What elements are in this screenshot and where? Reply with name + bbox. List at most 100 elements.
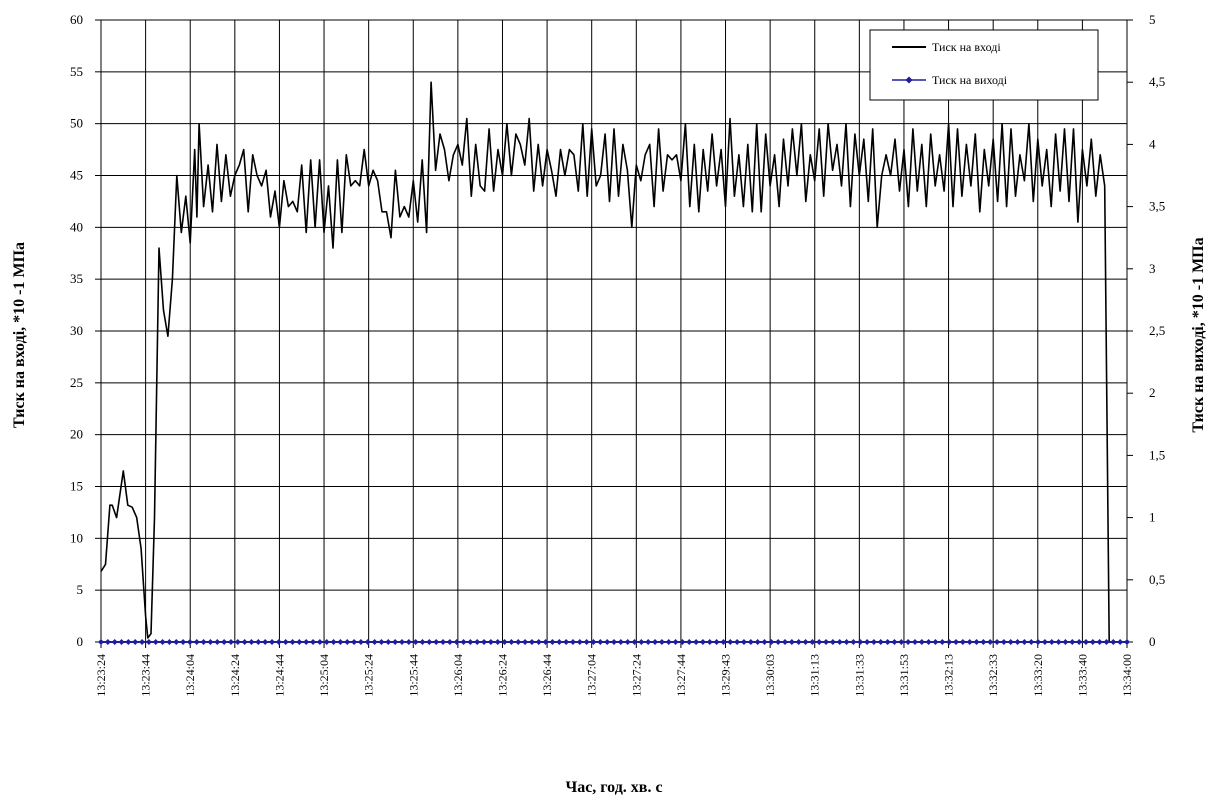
x-tick-label: 13:26:44 <box>540 654 554 697</box>
x-tick-label: 13:24:44 <box>272 654 286 697</box>
series-output-pressure-marker <box>234 639 241 645</box>
series-output-pressure-marker <box>1069 639 1076 645</box>
series-output-pressure-marker <box>672 639 679 645</box>
series-output-pressure-marker <box>604 639 611 645</box>
series-output-pressure-marker <box>638 639 645 645</box>
y-right-tick-label: 1,5 <box>1149 447 1165 462</box>
series-output-pressure-marker <box>132 639 139 645</box>
series-output-pressure-marker <box>925 639 932 645</box>
x-tick-label: 13:23:44 <box>139 654 153 697</box>
series-output-pressure-marker <box>535 639 542 645</box>
series-output-pressure-marker <box>508 639 515 645</box>
series-output-pressure-marker <box>1076 639 1083 645</box>
y-left-axis-title: Тиск на вході, *10 -1 МПа <box>11 242 28 428</box>
series-output-pressure-marker <box>1048 639 1055 645</box>
series-output-pressure-marker <box>364 639 371 645</box>
legend-box <box>869 29 1099 101</box>
series-output-pressure-marker <box>481 639 488 645</box>
x-tick-label: 13:27:44 <box>674 654 688 697</box>
series-output-pressure-marker <box>829 639 836 645</box>
y-right-tick-labels: 0 0,5 1 1,5 2 2,5 3 3,5 4 4,5 5 <box>1149 12 1165 649</box>
series-output-pressure-marker <box>269 639 275 645</box>
y-right-tick-label: 2,5 <box>1149 323 1165 338</box>
series-output-pressure-marker <box>782 639 788 645</box>
series-output-pressure-marker <box>193 639 200 645</box>
series-output-pressure-marker <box>843 639 850 645</box>
series-output-pressure-marker <box>1041 639 1048 645</box>
series-output-pressure-marker <box>166 639 173 645</box>
y-right-tick-label: 5 <box>1149 12 1156 27</box>
series-output-pressure-marker <box>98 639 104 645</box>
series-output-pressure-marker <box>556 639 563 645</box>
x-tick-label: 13:32:33 <box>986 654 1000 697</box>
series-output-pressure-marker <box>446 639 453 645</box>
y-left-tick-label: 25 <box>70 375 83 390</box>
series-output-pressure-marker <box>515 639 522 645</box>
legend-label-output: Тиск на виході <box>932 73 1008 87</box>
series-output-pressure-marker <box>665 639 672 645</box>
series-output-pressure-marker <box>371 639 378 645</box>
x-tick-label: 13:33:20 <box>1031 654 1045 697</box>
series-output-pressure-marker <box>809 639 816 645</box>
series-output-pressure-marker <box>987 639 994 645</box>
x-tick-label: 13:24:04 <box>183 654 197 697</box>
x-tick-label: 13:34:00 <box>1120 654 1134 697</box>
y-left-tick-label: 60 <box>70 12 83 27</box>
series-output-pressure-marker <box>576 639 583 645</box>
series-output-pressure-marker <box>125 639 132 645</box>
y-left-tick-label: 55 <box>70 64 83 79</box>
series-output-pressure-marker <box>453 639 460 645</box>
series-output-pressure-marker <box>795 639 802 645</box>
legend-label-input: Тиск на вході <box>932 40 1001 54</box>
series-output-pressure-marker <box>953 639 959 645</box>
series-output-pressure-marker <box>973 639 980 645</box>
series-output-pressure-marker <box>180 639 187 645</box>
series-output-pressure-marker <box>351 639 358 645</box>
series-output-pressure-marker <box>398 639 405 645</box>
series-output-pressure-marker <box>262 639 269 645</box>
series-output-pressure-marker <box>590 639 597 645</box>
series-output-pressure-marker <box>877 639 884 645</box>
series-output-pressure-marker <box>679 639 686 645</box>
y-left-tick-labels: 0 5 10 15 20 25 30 35 40 45 50 55 60 <box>70 12 83 649</box>
series-output-pressure-marker <box>802 639 809 645</box>
x-tick-label: 13:27:24 <box>629 654 643 697</box>
y-left-tick-label: 20 <box>70 427 83 442</box>
x-tick-label: 13:25:04 <box>317 654 331 697</box>
y-right-tick-label: 4,5 <box>1149 74 1165 89</box>
series-output-pressure-marker <box>693 639 700 645</box>
series-output-pressure-marker <box>296 639 303 645</box>
series-output-pressure-marker <box>631 639 638 645</box>
x-tick-label: 13:33:40 <box>1075 654 1089 697</box>
series-output-pressure-marker <box>159 639 166 645</box>
series-output-pressure-marker <box>282 639 289 645</box>
series-output-pressure-marker <box>1124 639 1130 645</box>
series-output-pressure-marker <box>337 639 344 645</box>
series-output-pressure-marker <box>255 639 262 645</box>
series-output-pressure-marker <box>316 639 323 645</box>
series-output-pressure-marker <box>289 639 296 645</box>
series-output-pressure-marker <box>104 639 111 645</box>
series-output-pressure-marker <box>932 639 939 645</box>
series-output-pressure-marker <box>214 639 221 645</box>
series-output-pressure-marker <box>200 639 207 645</box>
series-output-pressure-marker <box>788 639 795 645</box>
series-output-pressure-marker <box>1021 639 1028 645</box>
x-tick-label: 13:31:13 <box>808 654 822 697</box>
y-right-tick-label: 3,5 <box>1149 199 1165 214</box>
x-tick-label: 13:27:04 <box>585 654 599 697</box>
y-left-tick-label: 45 <box>70 168 83 183</box>
series-output-pressure-marker <box>152 639 159 645</box>
x-axis-title: Час, год. хв. с <box>565 779 662 796</box>
series-output-pressure-marker <box>898 639 905 645</box>
y-left-tick-label: 15 <box>70 479 83 494</box>
series-output-pressure-marker <box>727 639 734 645</box>
series-output-pressure-marker <box>884 639 891 645</box>
series-output-pressure-marker <box>357 639 364 645</box>
x-tick-label: 13:32:13 <box>942 654 956 697</box>
series-output-pressure-marker <box>583 639 590 645</box>
series-output-pressure-marker <box>1035 639 1042 645</box>
series-output-pressure-marker <box>344 639 351 645</box>
y-left-tick-label: 10 <box>70 530 83 545</box>
series-output-pressure-marker <box>330 639 337 645</box>
